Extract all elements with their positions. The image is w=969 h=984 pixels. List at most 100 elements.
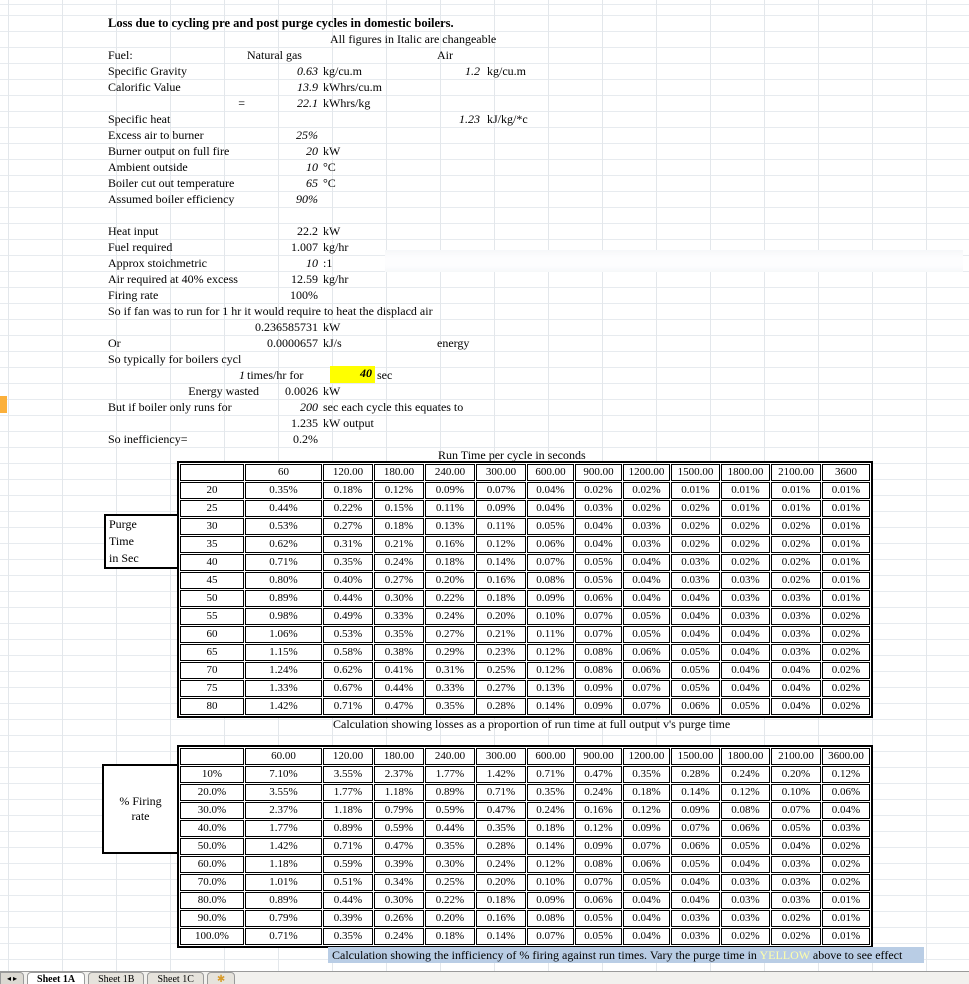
loss-value-cell[interactable]: 0.01% xyxy=(721,500,770,517)
loss-value-cell[interactable]: 0.06% xyxy=(822,784,870,801)
loss-value-cell[interactable]: 0.01% xyxy=(822,572,870,589)
loss-value-cell[interactable]: 1.06% xyxy=(245,626,322,643)
loss-value-cell[interactable]: 0.03% xyxy=(671,572,720,589)
loss-value-cell[interactable]: 0.35% xyxy=(623,766,670,783)
loss-value-cell[interactable]: 0.05% xyxy=(623,874,670,891)
loss-value-cell[interactable]: 1.77% xyxy=(245,820,322,837)
loss-value-cell[interactable]: 0.03% xyxy=(721,892,770,909)
loss-value-cell[interactable]: 0.22% xyxy=(425,892,475,909)
loss-value-cell[interactable]: 0.09% xyxy=(671,802,720,819)
loss-value-cell[interactable]: 0.02% xyxy=(822,644,870,661)
loss-value-cell[interactable]: 1.24% xyxy=(245,662,322,679)
loss-value-cell[interactable]: 0.02% xyxy=(822,698,870,715)
loss-value-cell[interactable]: 0.31% xyxy=(323,536,373,553)
loss-value-cell[interactable]: 0.24% xyxy=(575,784,622,801)
loss-value-cell[interactable]: 0.02% xyxy=(771,910,821,927)
row-header-cell[interactable]: 65 xyxy=(180,644,244,661)
loss-value-cell[interactable]: 0.02% xyxy=(721,536,770,553)
loss-value-cell[interactable]: 0.02% xyxy=(623,500,670,517)
loss-value-cell[interactable]: 0.20% xyxy=(425,572,475,589)
loss-value-cell[interactable]: 0.08% xyxy=(575,856,622,873)
loss-value-cell[interactable]: 0.03% xyxy=(771,856,821,873)
loss-value-cell[interactable]: 0.03% xyxy=(771,608,821,625)
run-time-header-cell[interactable]: 120.00 xyxy=(323,464,373,481)
loss-value-cell[interactable]: 0.24% xyxy=(374,554,424,571)
loss-value-cell[interactable]: 0.02% xyxy=(822,626,870,643)
loss-value-cell[interactable]: 0.05% xyxy=(771,820,821,837)
loss-value-cell[interactable]: 2.37% xyxy=(245,802,322,819)
corner-cell[interactable] xyxy=(180,748,244,765)
row-header-cell[interactable]: 50.0% xyxy=(180,838,244,855)
sheet-tab-3[interactable]: Sheet 1C xyxy=(147,972,204,984)
corner-cell[interactable] xyxy=(180,464,244,481)
loss-value-cell[interactable]: 0.06% xyxy=(623,662,670,679)
loss-value-cell[interactable]: 0.04% xyxy=(575,536,622,553)
loss-value-cell[interactable]: 0.02% xyxy=(671,518,720,535)
loss-value-cell[interactable]: 0.05% xyxy=(623,608,670,625)
loss-value-cell[interactable]: 0.03% xyxy=(721,874,770,891)
loss-value-cell[interactable]: 0.04% xyxy=(623,928,670,945)
loss-value-cell[interactable]: 0.01% xyxy=(771,482,821,499)
loss-value-cell[interactable]: 0.71% xyxy=(245,554,322,571)
loss-value-cell[interactable]: 3.55% xyxy=(323,766,373,783)
run-time-header-cell[interactable]: 1200.00 xyxy=(623,464,670,481)
loss-value-cell[interactable]: 0.04% xyxy=(771,680,821,697)
loss-value-cell[interactable]: 0.02% xyxy=(575,482,622,499)
loss-value-cell[interactable]: 0.27% xyxy=(323,518,373,535)
loss-value-cell[interactable]: 0.11% xyxy=(476,518,526,535)
loss-value-cell[interactable]: 0.04% xyxy=(771,662,821,679)
loss-value-cell[interactable]: 0.11% xyxy=(425,500,475,517)
loss-value-cell[interactable]: 0.05% xyxy=(575,572,622,589)
loss-value-cell[interactable]: 7.10% xyxy=(245,766,322,783)
loss-value-cell[interactable]: 0.35% xyxy=(323,554,373,571)
loss-value-cell[interactable]: 0.27% xyxy=(425,626,475,643)
cycles-per-hour-value[interactable]: 1 xyxy=(239,368,245,382)
loss-value-cell[interactable]: 0.07% xyxy=(575,874,622,891)
purge-time-input[interactable]: 40 xyxy=(330,366,375,383)
loss-value-cell[interactable]: 0.03% xyxy=(771,626,821,643)
loss-value-cell[interactable]: 0.09% xyxy=(425,482,475,499)
row-header-cell[interactable]: 45 xyxy=(180,572,244,589)
loss-value-cell[interactable]: 0.18% xyxy=(623,784,670,801)
runs-for-value[interactable]: 200 xyxy=(300,400,318,414)
loss-value-cell[interactable]: 0.14% xyxy=(527,838,574,855)
loss-value-cell[interactable]: 0.18% xyxy=(476,892,526,909)
loss-value-cell[interactable]: 0.02% xyxy=(721,518,770,535)
loss-value-cell[interactable]: 0.02% xyxy=(671,500,720,517)
loss-value-cell[interactable]: 0.07% xyxy=(575,608,622,625)
run-time-header-cell[interactable]: 900.00 xyxy=(575,748,622,765)
loss-value-cell[interactable]: 0.08% xyxy=(721,802,770,819)
loss-value-cell[interactable]: 0.03% xyxy=(721,572,770,589)
loss-value-cell[interactable]: 0.18% xyxy=(425,928,475,945)
loss-value-cell[interactable]: 0.01% xyxy=(822,554,870,571)
loss-value-cell[interactable]: 0.24% xyxy=(425,608,475,625)
run-time-header-cell[interactable]: 1200.00 xyxy=(623,748,670,765)
loss-value-cell[interactable]: 0.71% xyxy=(245,928,322,945)
loss-value-cell[interactable]: 1.77% xyxy=(425,766,475,783)
loss-value-cell[interactable]: 1.42% xyxy=(476,766,526,783)
insert-sheet-icon[interactable]: ✱ xyxy=(206,972,236,984)
loss-value-cell[interactable]: 0.01% xyxy=(822,500,870,517)
calorific-value-kg[interactable]: 22.1 xyxy=(297,96,318,110)
loss-value-cell[interactable]: 0.28% xyxy=(476,838,526,855)
loss-value-cell[interactable]: 0.35% xyxy=(425,838,475,855)
row-header-cell[interactable]: 10% xyxy=(180,766,244,783)
row-header-cell[interactable]: 20.0% xyxy=(180,784,244,801)
loss-value-cell[interactable]: 0.08% xyxy=(527,572,574,589)
loss-value-cell[interactable]: 0.62% xyxy=(245,536,322,553)
loss-value-cell[interactable]: 0.21% xyxy=(374,536,424,553)
loss-value-cell[interactable]: 0.16% xyxy=(575,802,622,819)
loss-value-cell[interactable]: 0.20% xyxy=(425,910,475,927)
loss-value-cell[interactable]: 0.30% xyxy=(374,590,424,607)
loss-value-cell[interactable]: 0.16% xyxy=(425,536,475,553)
loss-value-cell[interactable]: 0.89% xyxy=(245,892,322,909)
loss-value-cell[interactable]: 0.03% xyxy=(671,554,720,571)
loss-value-cell[interactable]: 1.18% xyxy=(374,784,424,801)
loss-value-cell[interactable]: 0.98% xyxy=(245,608,322,625)
loss-value-cell[interactable]: 0.02% xyxy=(822,608,870,625)
loss-value-cell[interactable]: 0.04% xyxy=(623,910,670,927)
loss-value-cell[interactable]: 0.01% xyxy=(822,928,870,945)
loss-value-cell[interactable]: 0.04% xyxy=(671,608,720,625)
sheet-tab-1[interactable]: Sheet 1A xyxy=(27,972,86,984)
loss-value-cell[interactable]: 0.07% xyxy=(476,482,526,499)
